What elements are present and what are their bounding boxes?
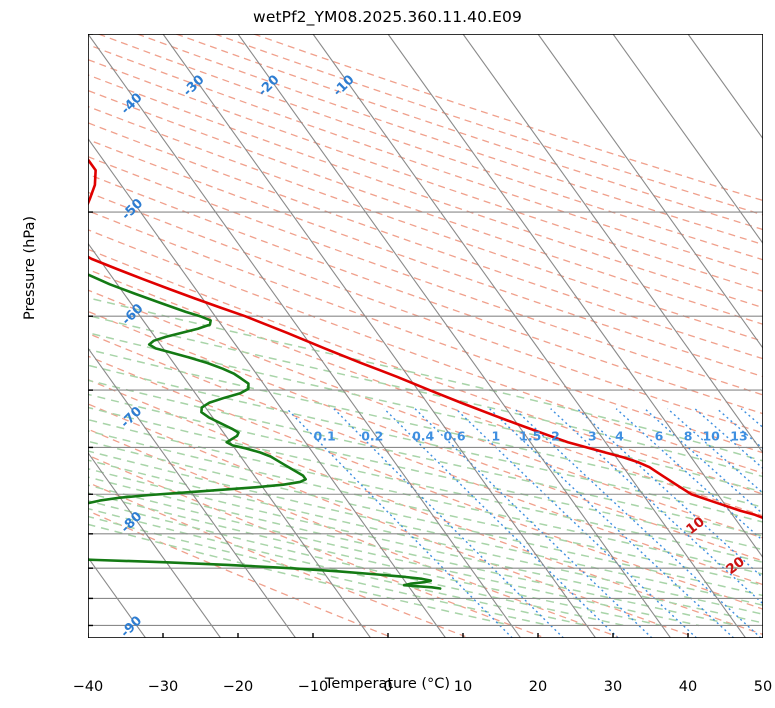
plot-background (88, 34, 763, 638)
isobar-lines (88, 34, 763, 627)
mixing-ratio-0.2 (333, 408, 564, 638)
x-tick-30: 30 (603, 679, 623, 695)
mixing-ratio-label-8: 8 (684, 428, 693, 443)
mixing-ratio-0.1 (286, 408, 513, 638)
mixing-ratio-13 (694, 408, 763, 470)
moist-adiabat--15 (88, 484, 700, 627)
x-axis-label: Temperature (°C) (324, 676, 451, 692)
isotherm--30 (162, 34, 597, 638)
mixing-ratio-label-0.6: 0.6 (443, 428, 465, 443)
chart-title: wetPf2_YM08.2025.360.11.40.E09 (253, 8, 522, 26)
y-axis-label: Pressure (hPa) (22, 216, 38, 321)
x-tick-20: 20 (528, 679, 548, 695)
profile-temperature (88, 157, 763, 520)
dry-adiabat-150 (88, 74, 763, 309)
dry-adiabat-140 (88, 89, 763, 325)
mixing-ratio-label-0.4: 0.4 (412, 428, 434, 443)
moist-adiabat-lines (88, 297, 763, 627)
mixing-ratio-label-10: 10 (702, 428, 720, 443)
moist-adiabat-15 (88, 430, 763, 586)
mixing-ratio-10 (667, 408, 763, 495)
x-tick--10: −10 (297, 679, 329, 695)
mixing-ratio-label-0.2: 0.2 (361, 428, 383, 443)
isotherm--10 (312, 34, 747, 638)
mixing-ratio-label-13: 13 (730, 428, 747, 443)
mixing-ratio-label-0.1: 0.1 (314, 428, 336, 443)
mixing-ratio-label-1: 1 (492, 428, 501, 443)
mixing-ratio-label-2: 2 (551, 428, 560, 443)
moist-adiabat-5 (88, 450, 763, 606)
dry-adiabat--40 (88, 454, 542, 638)
x-tick-10: 10 (453, 679, 473, 695)
isotherm--80 (88, 451, 222, 638)
profile-dewpoint (88, 273, 442, 590)
isotherm--60 (88, 242, 372, 638)
moist-adiabat--35 (88, 515, 550, 627)
mixing-ratio-1.5 (489, 408, 735, 638)
dry-adiabat--60 (88, 510, 390, 638)
dry-adiabat-160 (88, 58, 763, 292)
dry-adiabat-60 (88, 229, 763, 474)
isotherm-0 (387, 34, 763, 559)
moist-adiabat-45 (88, 348, 763, 509)
x-tick-40: 40 (678, 679, 698, 695)
mixing-ratio-label-6: 6 (655, 428, 664, 443)
dry-adiabat--10 (88, 378, 763, 636)
isotherm--40 (88, 34, 522, 638)
isotherm--50 (88, 137, 447, 638)
mixing-ratio-0.4 (383, 408, 619, 638)
isotherm-30 (612, 34, 763, 245)
isotherm-20 (537, 34, 763, 350)
isotherm--70 (88, 347, 297, 638)
mixing-ratio-2 (513, 408, 762, 638)
plot-area: -90 -80 -70 -60 -50 -40 -30 -20 -10 0.1 0.2 0.4 0.6 1… (73, 34, 772, 695)
isotherm--20 (237, 34, 672, 638)
mixing-ratio-label-3: 3 (588, 428, 597, 443)
isotherm-10 (462, 34, 763, 454)
x-tick--30: −30 (147, 679, 179, 695)
x-tick--20: −20 (222, 679, 254, 695)
isotherm-40 (687, 34, 763, 140)
isotherm-lines (88, 34, 763, 638)
mixing-ratio-label-4: 4 (615, 428, 624, 443)
mixing-ratio-label-1.5: 1.5 (519, 428, 541, 443)
moist-adiabat-10 (88, 440, 763, 597)
moist-adiabat-40 (88, 364, 763, 523)
moist-adiabat--20 (88, 492, 662, 627)
skewt-canvas: -90-80-70-60-50-40-30 -20 -100.1 0.2 0.4 0.6 1… (88, 34, 763, 638)
x-tick--40: −40 (72, 679, 104, 695)
mixing-ratio-1 (455, 408, 697, 638)
moist-adiabat-25 (88, 406, 763, 564)
x-tick-50: 50 (753, 679, 773, 695)
moist-adiabat-55 (88, 314, 763, 478)
profile-curves (88, 157, 763, 590)
dry-adiabat--20 (88, 403, 694, 638)
x-tick-0: 0 (383, 679, 393, 695)
moist-adiabat-35 (88, 379, 763, 538)
moist-adiabat--5 (88, 468, 763, 624)
